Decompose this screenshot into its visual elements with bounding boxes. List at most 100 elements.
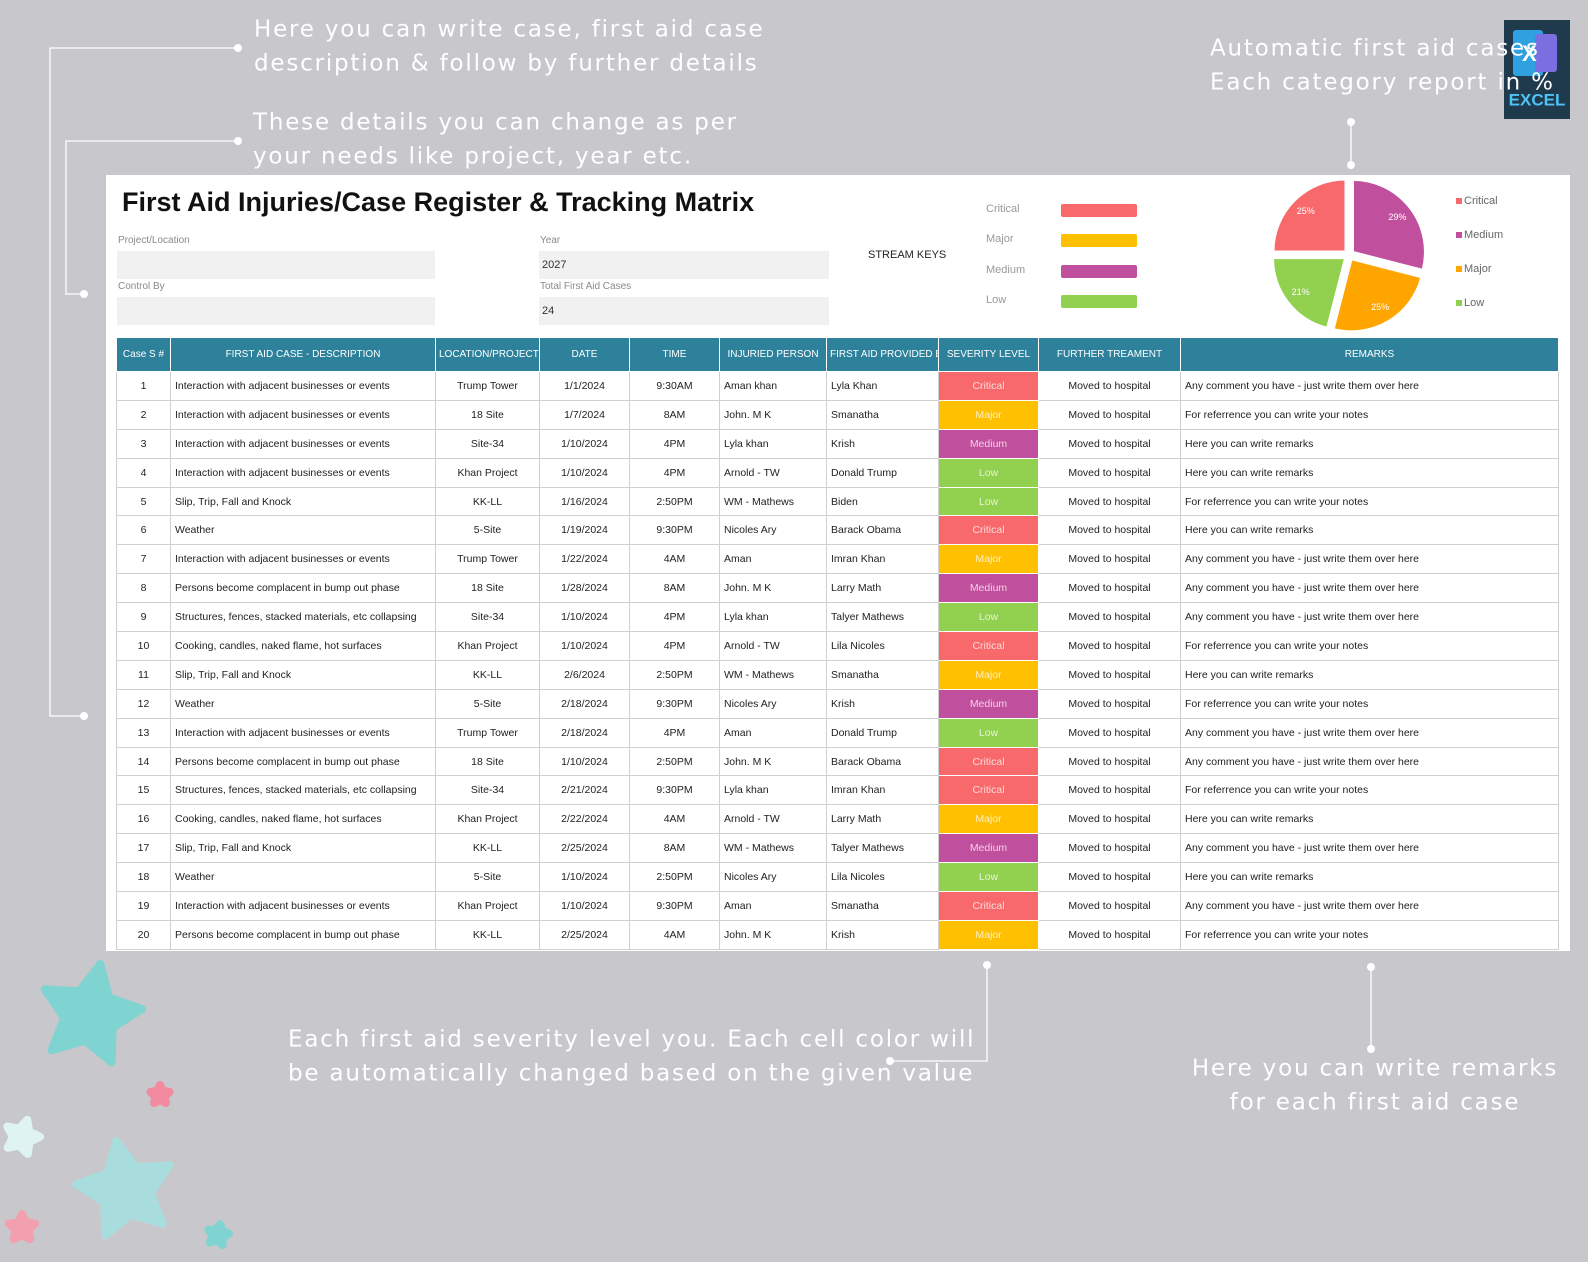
table-cell: 4AM <box>629 544 720 575</box>
field-label: Year <box>540 235 561 246</box>
table-cell: Aman khan <box>719 371 827 401</box>
table-cell: 9:30PM <box>629 775 720 806</box>
table-cell: Donald Trump <box>826 457 939 488</box>
table-cell: 9:30PM <box>629 515 720 546</box>
table-cell: 1/22/2024 <box>539 544 630 575</box>
table-row: 16 Cooking, candles, naked flame, hot sur… <box>116 804 1559 835</box>
table-cell: 13 <box>116 717 171 748</box>
pie-slice <box>1332 258 1423 333</box>
table-cell: 2:50PM <box>629 862 720 893</box>
legend-swatch <box>1456 300 1462 306</box>
table-cell: Interaction with adjacent businesses or … <box>170 371 436 401</box>
table-cell: Moved to hospital <box>1038 775 1181 806</box>
table-cell: Moved to hospital <box>1038 486 1181 517</box>
table-cell: 1/10/2024 <box>539 602 630 633</box>
table-cell: Khan Project <box>435 804 540 835</box>
table-cell: Lyla Khan <box>826 371 939 401</box>
table-cell: For referrence you can write your notes <box>1180 775 1559 806</box>
table-cell: 1/10/2024 <box>539 457 630 488</box>
stream-key-label: Low <box>986 293 1007 306</box>
severity-cell: Low <box>938 486 1039 517</box>
table-cell: 1 <box>116 371 171 401</box>
table-cell: 17 <box>116 833 171 864</box>
severity-cell: Medium <box>938 688 1039 719</box>
legend-swatch <box>1456 266 1462 272</box>
pie-chart: 25% 29% 25% 21% Critical Medium Major Low <box>1272 178 1503 333</box>
table-cell: 2/18/2024 <box>539 717 630 748</box>
column-header: FIRST AID CASE - DESCRIPTION <box>170 337 436 372</box>
table-cell: For referrence you can write your notes <box>1180 631 1559 661</box>
pie-slice <box>1272 178 1347 253</box>
severity-cell: Major <box>938 399 1039 430</box>
field-input <box>117 251 435 279</box>
table-cell: Moved to hospital <box>1038 833 1181 864</box>
table-cell: Weather <box>170 515 436 546</box>
stream-key-swatch <box>1061 234 1137 248</box>
table-cell: John. M K <box>719 919 827 950</box>
table-cell: Structures, fences, stacked materials, e… <box>170 602 436 633</box>
table-cell: Smanatha <box>826 399 939 430</box>
table-cell: 9:30AM <box>629 371 720 401</box>
table-cell: Here you can write remarks <box>1180 428 1559 459</box>
table-cell: 18 Site <box>435 573 540 604</box>
table-cell: 1/10/2024 <box>539 428 630 459</box>
severity-cell: Critical <box>938 515 1039 546</box>
stream-key-swatch <box>1061 264 1137 278</box>
table-row: 13 Interaction with adjacent businesses o… <box>116 717 1559 748</box>
table-cell: Trump Tower <box>435 717 540 748</box>
table-cell: Slip, Trip, Fall and Knock <box>170 833 436 864</box>
table-cell: Interaction with adjacent businesses or … <box>170 544 436 575</box>
table-row: 18 Weather 5-Site 1/10/2024 2:50PM Nicoles Ar… <box>116 862 1559 893</box>
pie-value-label: 21% <box>1292 287 1310 297</box>
table-cell: Moved to hospital <box>1038 746 1181 777</box>
table-cell: 2/25/2024 <box>539 919 630 950</box>
table-cell: 5 <box>116 486 171 517</box>
table-cell: 3 <box>116 428 171 459</box>
table-cell: Any comment you have - just write them o… <box>1180 544 1559 575</box>
dot <box>80 712 88 720</box>
dot <box>1347 118 1355 126</box>
table-cell: 1/16/2024 <box>539 486 630 517</box>
table-cell: 1/28/2024 <box>539 573 630 604</box>
severity-cell: Low <box>938 862 1039 893</box>
table-cell: 1/10/2024 <box>539 631 630 661</box>
table-cell: 6 <box>116 515 171 546</box>
table-cell: 11 <box>116 659 171 690</box>
table-cell: 9 <box>116 602 171 633</box>
table-cell: KK-LL <box>435 919 540 950</box>
pie-value-label: 25% <box>1371 302 1389 312</box>
table-cell: 2:50PM <box>629 659 720 690</box>
table-cell: Moved to hospital <box>1038 515 1181 546</box>
pie-value-label: 25% <box>1297 206 1315 216</box>
table-cell: Biden <box>826 486 939 517</box>
table-cell: Arnold - TW <box>719 804 827 835</box>
table-cell: Moved to hospital <box>1038 428 1181 459</box>
field-label: Project/Location <box>118 235 190 246</box>
table-cell: Moved to hospital <box>1038 399 1181 430</box>
table-cell: Larry Math <box>826 804 939 835</box>
table-row: 4 Interaction with adjacent businesses or… <box>116 457 1559 488</box>
table-cell: Cooking, candles, naked flame, hot surfa… <box>170 804 436 835</box>
table-cell: Moved to hospital <box>1038 602 1181 633</box>
table-cell: Here you can write remarks <box>1180 804 1559 835</box>
severity-cell: Critical <box>938 746 1039 777</box>
table-row: 17 Slip, Trip, Fall and Knock KK-LL 2/25/20… <box>116 833 1559 864</box>
table-cell: 18 Site <box>435 399 540 430</box>
table-cell: Moved to hospital <box>1038 573 1181 604</box>
table-cell: Moved to hospital <box>1038 804 1181 835</box>
column-header: TIME <box>629 337 720 372</box>
table-cell: Lila Nicoles <box>826 631 939 661</box>
legend-label: Medium <box>1464 229 1503 241</box>
table-row: 5 Slip, Trip, Fall and Knock KK-LL 1/16/202… <box>116 486 1559 517</box>
table-cell: Here you can write remarks <box>1180 659 1559 690</box>
severity-cell: Major <box>938 919 1039 950</box>
table-row: 15 Structures, fences, stacked materials,… <box>116 775 1559 806</box>
table-row: 7 Interaction with adjacent businesses or… <box>116 544 1559 575</box>
table-cell: Any comment you have - just write them o… <box>1180 371 1559 401</box>
table-cell: 4AM <box>629 919 720 950</box>
table-row: 8 Persons become complacent in bump out p… <box>116 573 1559 604</box>
table-cell: 2/25/2024 <box>539 833 630 864</box>
severity-cell: Medium <box>938 833 1039 864</box>
table-cell: Trump Tower <box>435 371 540 401</box>
